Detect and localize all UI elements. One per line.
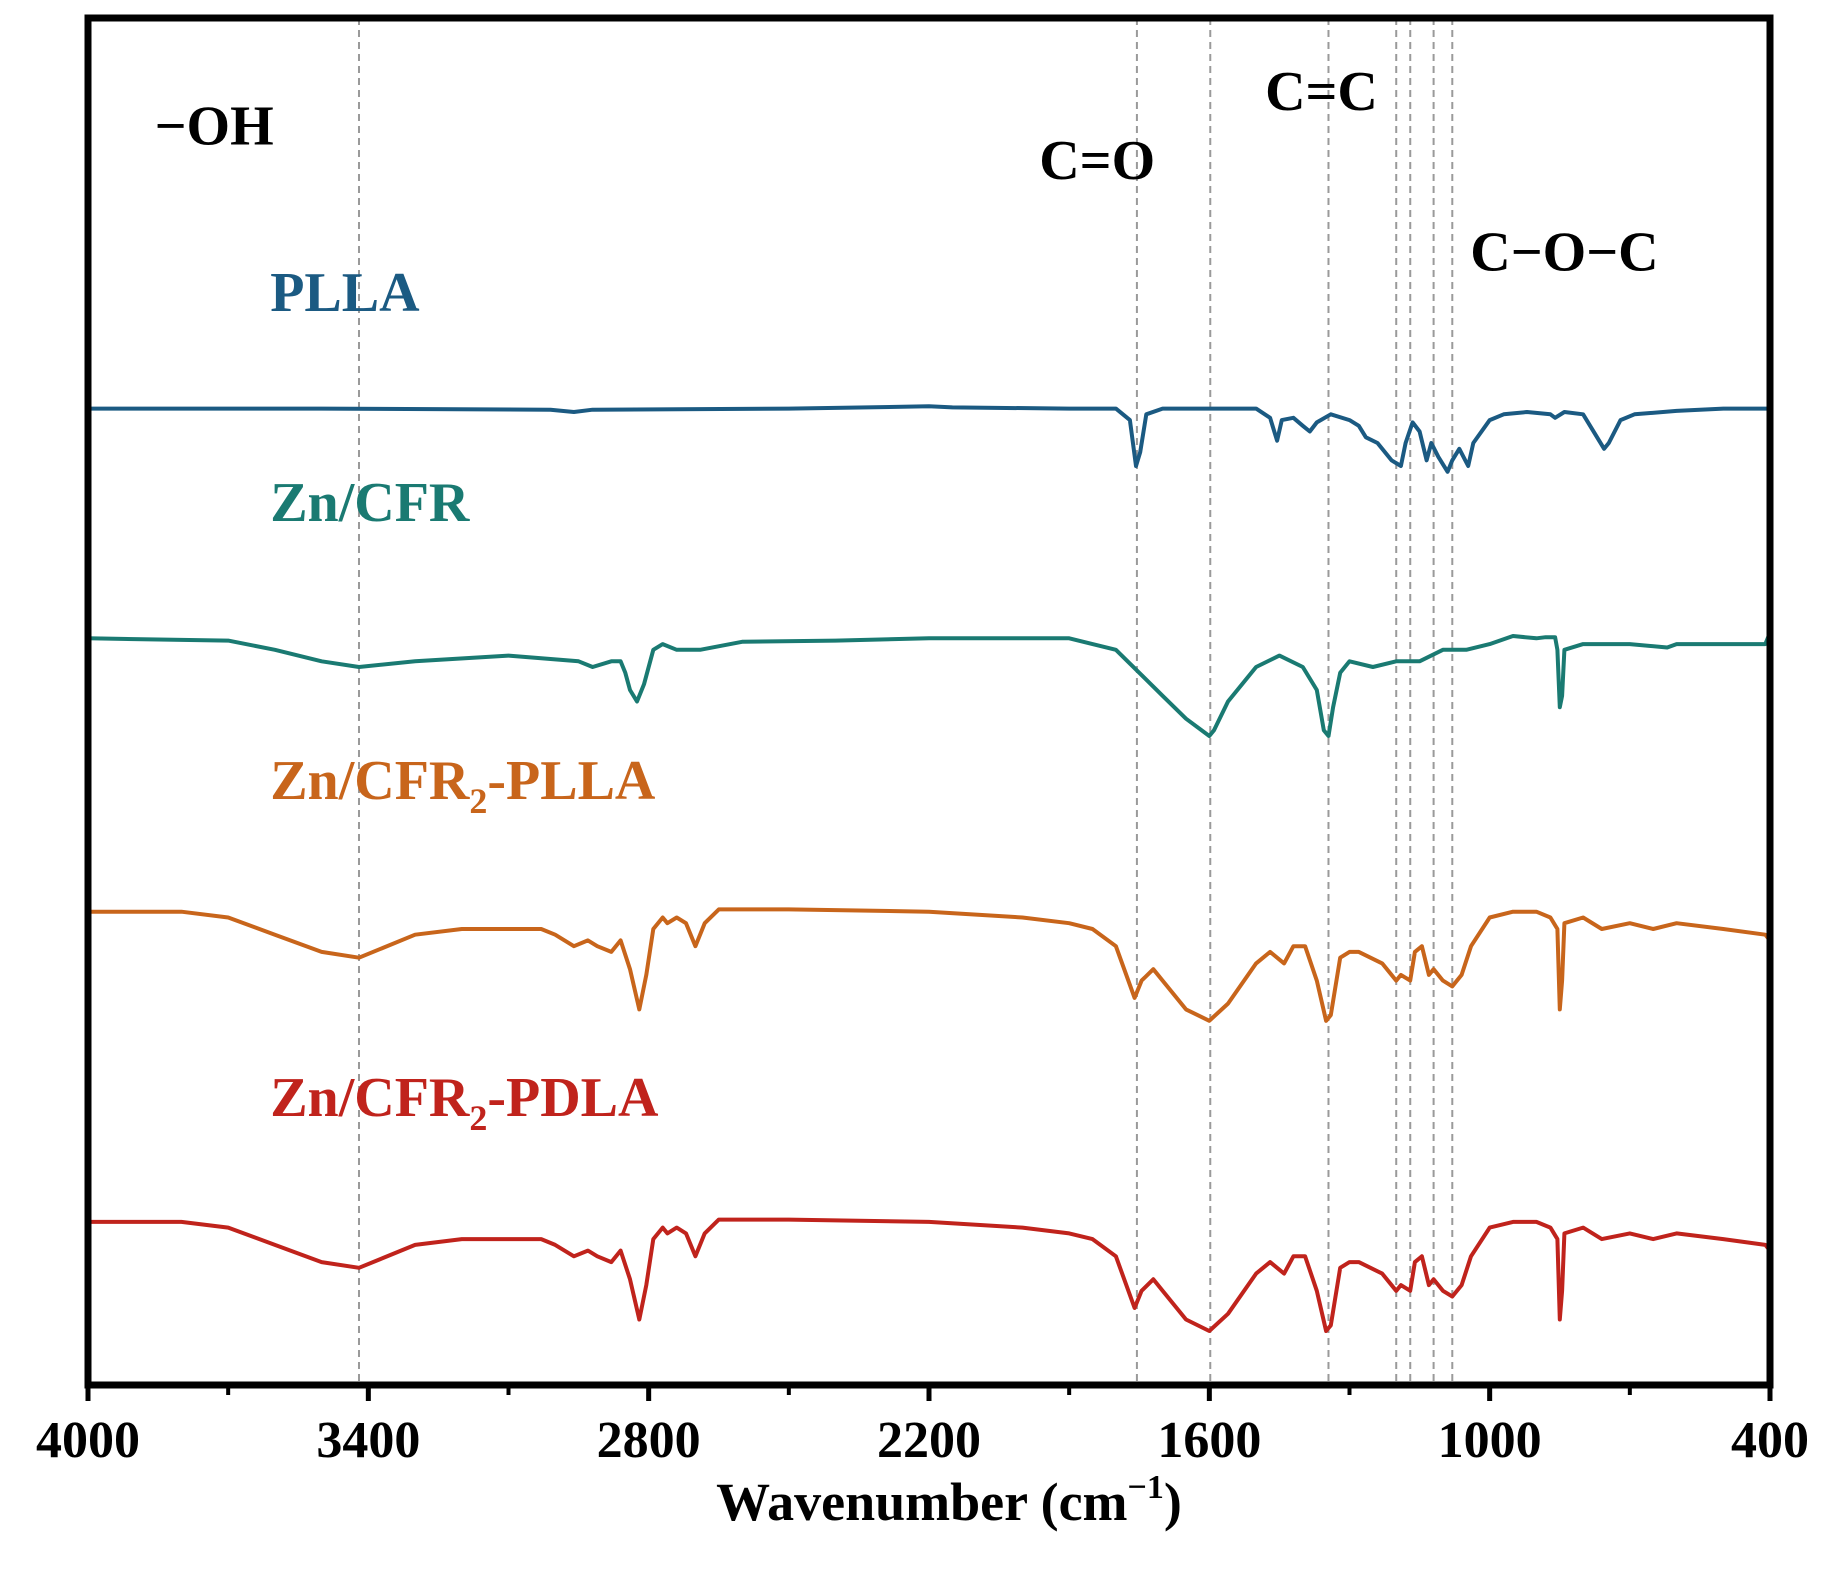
series-label-main: Zn/CFR	[270, 1067, 470, 1129]
x-axis-label: Wavenumber (cm−1)	[716, 1469, 1182, 1532]
tick-label-2200: 2200	[877, 1412, 981, 1469]
annotation-1: C=O	[1039, 130, 1155, 192]
series-label-main: Zn/CFR	[270, 472, 470, 534]
series-line-0	[86, 404, 1772, 474]
tick-label-1600: 1600	[1157, 1412, 1261, 1469]
x-axis-label-sup: −1	[1128, 1469, 1164, 1506]
series-label-main: Zn/CFR	[270, 750, 470, 812]
annotation-3: C−O−C	[1470, 222, 1658, 284]
series-label-sub: 2	[469, 781, 487, 821]
series-label-2: Zn/CFR2-PLLA	[270, 750, 656, 821]
series-line-1	[86, 630, 1772, 738]
tick-label-2800: 2800	[597, 1412, 701, 1469]
annotation-2: C=C	[1265, 61, 1378, 123]
series-label-sub: 2	[469, 1098, 487, 1138]
x-axis-label-main: Wavenumber (cm	[716, 1472, 1127, 1532]
tick-label-400: 400	[1731, 1412, 1809, 1469]
peak-annotations: −OH C=O C=C C−O−C	[155, 61, 1659, 284]
series-line-3	[86, 1217, 1772, 1333]
spectra	[86, 404, 1772, 1333]
annotation-0: −OH	[155, 95, 274, 157]
tick-label-1000: 1000	[1438, 1412, 1542, 1469]
tick-label-4000: 4000	[36, 1412, 140, 1469]
x-ticks: 4000 3400 2800 2200 1600 1000 400	[36, 1385, 1809, 1469]
series-label-tail: -PLLA	[487, 750, 656, 812]
tick-label-3400: 3400	[316, 1412, 420, 1469]
series-label-1: Zn/CFR	[270, 472, 470, 534]
series-label-main: PLLA	[270, 262, 420, 324]
series-line-2	[86, 907, 1772, 1023]
series-label-3: Zn/CFR2-PDLA	[270, 1067, 659, 1138]
series-label-0: PLLA	[270, 262, 420, 324]
series-label-tail: -PDLA	[487, 1067, 659, 1129]
x-axis-label-close: )	[1164, 1472, 1182, 1532]
reference-lines	[357, 18, 1454, 1385]
